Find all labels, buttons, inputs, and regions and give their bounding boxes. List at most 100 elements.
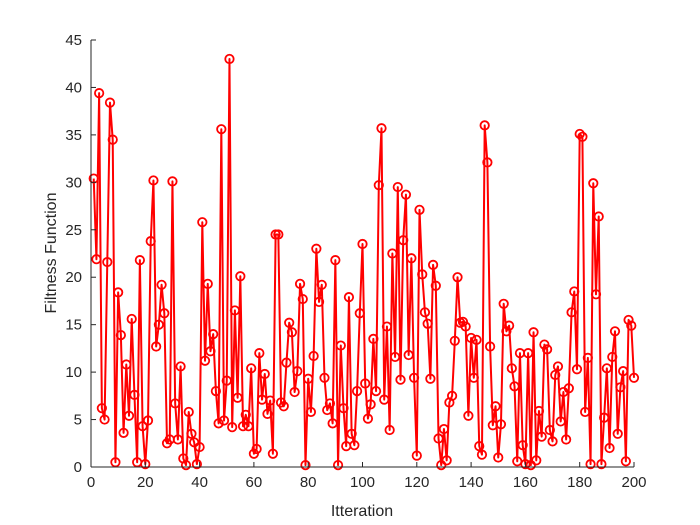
data-point: [566, 307, 577, 318]
data-point: [237, 421, 249, 432]
data-point: [123, 410, 135, 421]
data-point: [425, 373, 436, 384]
data-point: [197, 217, 208, 228]
data-point: [180, 459, 192, 471]
data-point: [536, 431, 547, 442]
data-point: [167, 176, 178, 187]
data-point: [137, 421, 148, 432]
data-point: [509, 381, 520, 392]
data-point: [427, 259, 439, 270]
data-point: [134, 255, 145, 266]
y-tick-label: 45: [65, 32, 82, 49]
data-point: [547, 436, 558, 447]
data-point: [506, 363, 517, 374]
data-point: [115, 329, 126, 341]
y-tick-label: 20: [65, 269, 82, 286]
data-point: [626, 320, 637, 331]
data-point: [292, 366, 303, 377]
data-point: [99, 414, 110, 425]
data-point: [281, 357, 292, 368]
data-point: [387, 248, 398, 259]
data-point: [609, 326, 621, 337]
data-point: [623, 314, 634, 326]
data-point: [533, 405, 545, 417]
data-point: [368, 333, 379, 344]
data-point: [618, 366, 629, 377]
data-point: [468, 372, 479, 383]
data-point: [346, 428, 357, 439]
data-point: [351, 385, 363, 397]
x-tick-label: 20: [137, 474, 154, 491]
data-point: [604, 442, 615, 454]
data-point: [332, 459, 344, 471]
y-tick-label: 15: [65, 317, 82, 334]
y-tick-label: 10: [65, 364, 82, 381]
data-point: [153, 319, 164, 330]
data-point: [210, 385, 221, 397]
data-point: [495, 419, 507, 430]
data-point: [571, 364, 583, 375]
data-point: [395, 374, 406, 385]
data-point: [172, 434, 183, 445]
data-point: [191, 459, 202, 470]
data-point: [313, 296, 325, 307]
data-point: [227, 422, 238, 433]
data-point: [305, 406, 317, 418]
data-point: [498, 298, 509, 309]
data-point: [596, 459, 607, 470]
data-point: [593, 211, 604, 222]
data-point: [542, 344, 553, 355]
data-point: [349, 440, 360, 451]
data-point: [403, 349, 414, 361]
data-point: [232, 392, 243, 403]
axes-layer: 0 20 40 60 80 100 120 140 160 180 200 0 5 10 15 20 25 30 3…: [65, 32, 646, 491]
data-point: [607, 351, 618, 363]
data-point: [303, 373, 314, 384]
data-point: [446, 390, 458, 401]
data-point: [612, 428, 623, 439]
data-point: [376, 123, 387, 134]
data-point: [582, 352, 593, 363]
data-point: [297, 293, 308, 305]
data-point: [91, 254, 102, 265]
data-point: [422, 318, 433, 329]
y-tick-label: 40: [65, 79, 82, 96]
data-point: [438, 423, 450, 435]
data-point: [265, 395, 276, 406]
data-point: [392, 181, 403, 193]
data-point: [384, 424, 395, 436]
data-point: [216, 124, 227, 135]
data-point: [465, 332, 477, 344]
data-point: [406, 253, 417, 264]
x-tick-label: 120: [404, 474, 429, 491]
data-point: [601, 363, 612, 374]
data-point: [482, 157, 493, 168]
data-point: [107, 134, 118, 145]
data-point: [294, 278, 306, 289]
data-point: [229, 305, 240, 316]
data-point: [354, 308, 365, 319]
x-tick-label: 40: [191, 474, 208, 491]
data-point: [485, 341, 496, 352]
data-point: [360, 378, 371, 389]
data-point: [267, 448, 278, 459]
data-point: [411, 450, 422, 461]
data-point: [362, 413, 374, 424]
data-point: [140, 459, 151, 470]
data-point: [550, 369, 561, 381]
data-point: [278, 401, 289, 412]
data-point: [563, 383, 574, 394]
data-point: [175, 361, 186, 372]
data-point: [284, 317, 295, 328]
data-point: [398, 235, 409, 246]
data-point: [588, 178, 599, 189]
data-point: [419, 307, 431, 318]
data-point: [460, 321, 471, 332]
x-axis-title: Itteration: [331, 503, 393, 520]
data-point: [585, 459, 596, 470]
data-point: [370, 385, 382, 397]
data-point: [490, 401, 501, 412]
data-point: [430, 280, 441, 291]
data-point: [311, 243, 322, 254]
